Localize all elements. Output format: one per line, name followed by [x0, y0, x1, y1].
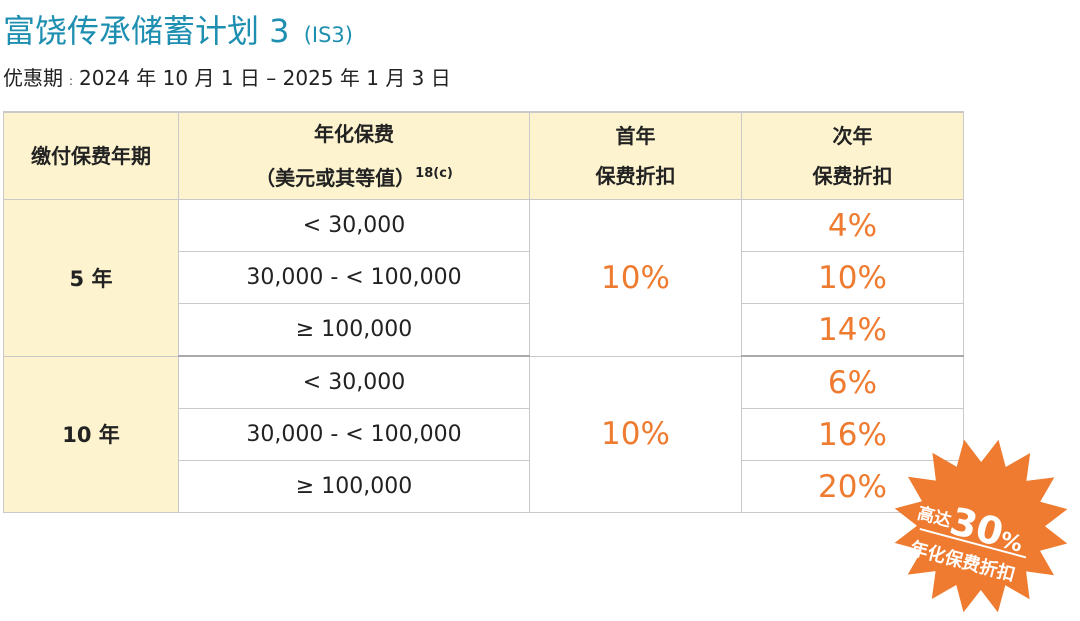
plan-code: (IS3)	[303, 23, 353, 47]
header-first-year-discount: 首年 保费折扣	[529, 111, 742, 200]
premium-band: ≥ 100,000	[178, 460, 530, 513]
promo-dates: 2024 年 10 月 1 日 – 2025 年 1 月 3 日	[79, 66, 451, 90]
second-year-discount: 10%	[741, 251, 964, 304]
premium-band: 30,000 - < 100,000	[178, 408, 530, 461]
promo-label: 优惠期	[3, 66, 63, 90]
second-year-discount: 14%	[741, 303, 964, 357]
premium-band: 30,000 - < 100,000	[178, 251, 530, 304]
premium-band: < 30,000	[178, 199, 530, 252]
footnote-ref: 18(c)	[415, 166, 453, 181]
header-premium-line1: 年化保费	[314, 122, 394, 146]
page-title: 富饶传承储蓄计划 3 (IS3)	[3, 6, 353, 52]
term-cell: 5 年	[3, 199, 179, 357]
table-row: ≥ 100,000 14%	[4, 303, 964, 357]
header-first-line2: 保费折扣	[595, 164, 676, 188]
header-premium-line2: （美元或其等值）18(c)	[179, 154, 529, 198]
table-row: 30,000 - < 100,000 16%	[4, 408, 964, 461]
first-year-discount: 10%	[529, 199, 742, 357]
first-year-discount: 10%	[529, 355, 742, 513]
second-year-discount: 4%	[741, 199, 964, 252]
header-term: 缴付保费年期	[3, 111, 179, 200]
header-first-line1: 首年	[615, 124, 656, 148]
premium-band: ≥ 100,000	[178, 303, 530, 357]
promo-colon: :	[69, 74, 74, 88]
premium-band: < 30,000	[178, 355, 530, 409]
discount-badge: 高达30% 年化保费折扣	[884, 438, 1074, 618]
promo-period: 优惠期:2024 年 10 月 1 日 – 2025 年 1 月 3 日	[3, 62, 451, 91]
table-header-row: 缴付保费年期 年化保费 （美元或其等值）18(c) 首年 保费折扣 次年 保费折…	[3, 111, 964, 200]
table-row: 10 年 < 30,000 10% 6%	[3, 355, 964, 513]
term-cell: 10 年	[3, 355, 179, 513]
header-second-line1: 次年	[832, 124, 873, 148]
header-second-line2: 保费折扣	[812, 164, 893, 188]
second-year-discount: 6%	[741, 355, 964, 409]
header-second-year-discount: 次年 保费折扣	[741, 111, 964, 200]
starburst-shape	[894, 439, 1068, 613]
discount-table: 缴付保费年期 年化保费 （美元或其等值）18(c) 首年 保费折扣 次年 保费折…	[3, 111, 964, 513]
second-year-discount: 16%	[741, 408, 964, 461]
header-annual-premium: 年化保费 （美元或其等值）18(c)	[178, 111, 530, 200]
table-row: 30,000 - < 100,000 10%	[4, 251, 964, 304]
table-row: 5 年 < 30,000 10% 4%	[3, 199, 964, 357]
header-premium-currency: （美元或其等值）	[255, 166, 416, 190]
plan-name: 富饶传承储蓄计划 3	[3, 12, 290, 50]
